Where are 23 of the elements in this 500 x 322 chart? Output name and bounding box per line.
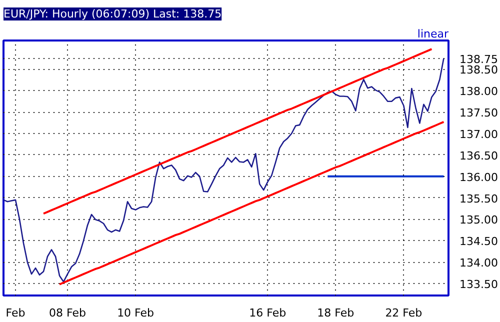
x-tick-label: 18 Feb [317, 306, 354, 320]
y-tick-label: 134.00 [460, 256, 498, 270]
x-tick-label: 16 Feb [249, 306, 286, 320]
x-tick-label: Feb [6, 306, 26, 320]
x-tick-label: 10 Feb [117, 306, 154, 320]
x-tick-label: 08 Feb [49, 306, 86, 320]
y-tick-label: 136.50 [460, 149, 498, 162]
text: linear [417, 28, 449, 40]
y-tick-label: 135.00 [460, 214, 498, 227]
y-tick-label: 138.50 [460, 64, 498, 77]
y-tick-label: 138.75 [460, 53, 498, 66]
y-tick-label: 136.00 [460, 170, 498, 184]
y-tick-label: 133.50 [460, 278, 498, 291]
y-tick-label: 134.50 [460, 235, 498, 248]
y-tick-label: 138.00 [460, 85, 498, 98]
y-tick-label: 137.50 [460, 106, 498, 120]
y-tick-label: 135.50 [460, 192, 498, 206]
chart-title: EUR/JPY: Hourly (06:07:09) Last: 138.75 [4, 8, 222, 20]
line-series [4, 58, 444, 282]
line-series [42, 48, 433, 215]
x-tick-label: 22 Feb [385, 306, 422, 320]
y-tick-label: 137.00 [460, 128, 498, 141]
line-series [58, 120, 445, 286]
